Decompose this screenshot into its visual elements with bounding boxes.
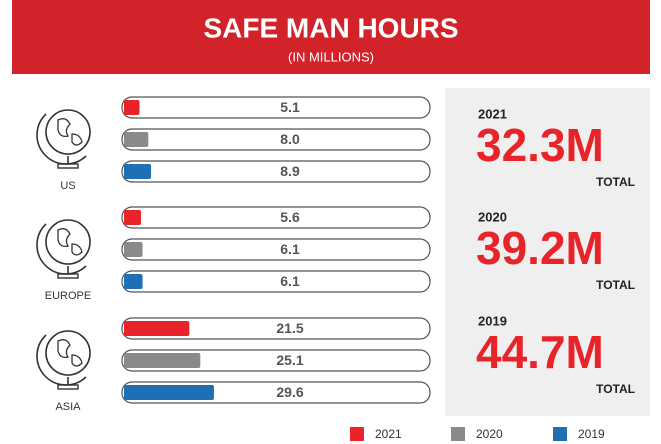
globe-icon [36, 113, 87, 165]
value-label: 29.6 [276, 384, 303, 400]
globe-icon [57, 118, 83, 146]
total-value: 39.2M [476, 222, 604, 274]
value-label: 5.6 [280, 209, 300, 225]
bar [124, 132, 149, 147]
globe-icon [45, 219, 91, 265]
total-year: 2021 [478, 106, 507, 121]
value-label: 6.1 [280, 273, 300, 289]
bar-track [121, 206, 431, 229]
total-value: 32.3M [476, 119, 604, 171]
bar [124, 274, 143, 289]
category-label: US [60, 180, 75, 192]
globe-base [57, 273, 79, 279]
total-value: 44.7M [476, 326, 604, 378]
bar-track [121, 160, 431, 183]
total-year: 2020 [478, 209, 507, 224]
bar-track [121, 128, 431, 151]
category-label: ASIA [55, 401, 81, 413]
bar [124, 321, 190, 336]
legend-swatch [451, 427, 465, 441]
globe-icon [45, 109, 91, 155]
bar [124, 385, 214, 400]
value-label: 5.1 [280, 99, 300, 115]
total-year: 2019 [478, 313, 507, 328]
totals-panel [445, 88, 650, 416]
bar [124, 100, 140, 115]
total-label: TOTAL [596, 278, 635, 292]
bar [124, 353, 201, 368]
legend-swatch [350, 427, 364, 441]
total-label: TOTAL [596, 175, 635, 189]
legend-swatch [553, 427, 567, 441]
globe-icon [36, 334, 87, 386]
chart-title: SAFE MAN HOURS [203, 12, 458, 43]
bar-track [121, 317, 431, 340]
bar [124, 242, 143, 257]
value-label: 25.1 [276, 352, 303, 368]
globe-icon [36, 223, 87, 275]
legend-label: 2019 [578, 427, 605, 441]
value-label: 8.0 [280, 131, 300, 147]
bar [124, 210, 142, 225]
bar-track [121, 270, 431, 293]
category-label: EUROPE [45, 290, 91, 302]
value-label: 6.1 [280, 241, 300, 257]
header-band [12, 0, 650, 74]
value-label: 21.5 [276, 320, 303, 336]
globe-base [57, 163, 79, 169]
bar-track [121, 96, 431, 119]
legend-label: 2020 [476, 427, 503, 441]
bar [124, 164, 152, 179]
bar-track [121, 349, 431, 372]
legend-label: 2021 [375, 427, 402, 441]
globe-icon [45, 330, 91, 376]
bar-track [121, 238, 431, 261]
value-label: 8.9 [280, 163, 300, 179]
globe-base [57, 384, 79, 390]
total-label: TOTAL [596, 382, 635, 396]
chart-subtitle: (IN MILLIONS) [288, 49, 374, 64]
bar-track [121, 381, 431, 404]
globe-icon [57, 339, 83, 367]
globe-icon [57, 228, 83, 256]
